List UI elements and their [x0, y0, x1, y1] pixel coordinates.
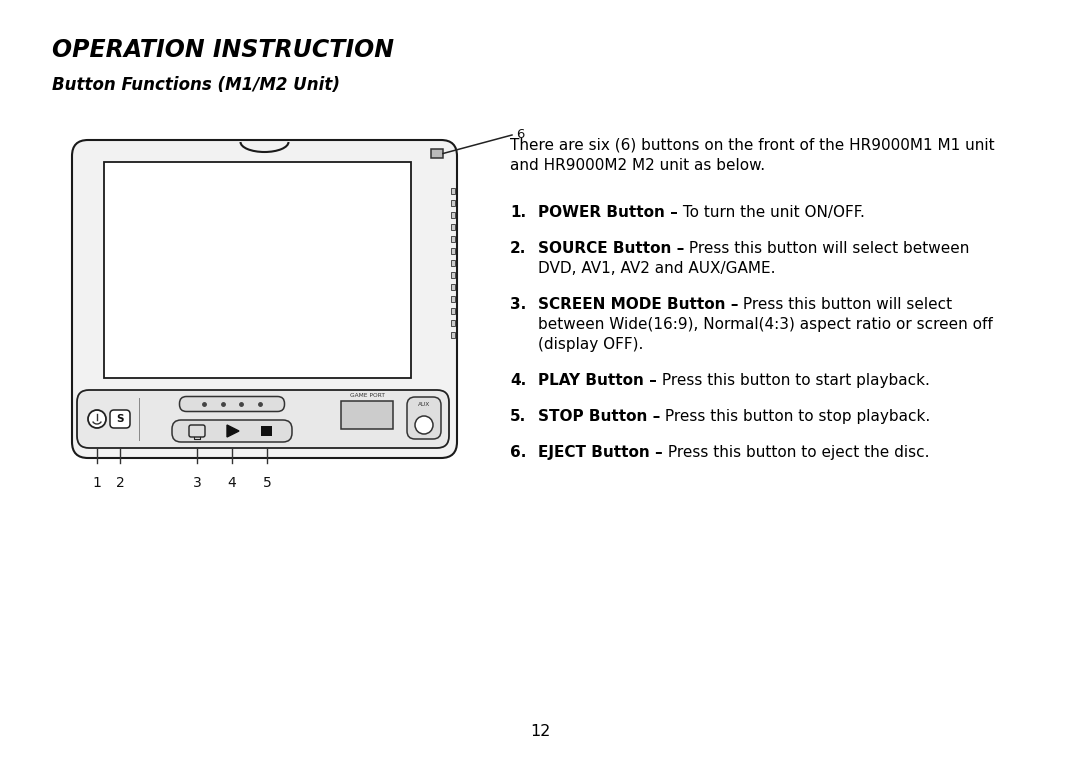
Text: 2: 2 [116, 476, 124, 490]
Text: 1: 1 [93, 476, 102, 490]
Bar [451, 320, 455, 326]
FancyBboxPatch shape [189, 425, 205, 437]
Text: OPERATION INSTRUCTION: OPERATION INSTRUCTION [52, 38, 394, 62]
Polygon shape [227, 425, 239, 437]
Text: (display OFF).: (display OFF). [538, 337, 644, 352]
Text: Button Functions (M1/M2 Unit): Button Functions (M1/M2 Unit) [52, 76, 340, 94]
FancyBboxPatch shape [172, 420, 292, 442]
FancyBboxPatch shape [77, 390, 449, 448]
Bar [451, 224, 455, 230]
Bar [261, 426, 272, 436]
Text: SOURCE Button –: SOURCE Button – [538, 241, 685, 256]
Text: and HR9000M2 M2 unit as below.: and HR9000M2 M2 unit as below. [510, 158, 765, 173]
Text: between Wide(16:9), Normal(4:3) aspect ratio or screen off: between Wide(16:9), Normal(4:3) aspect r… [538, 317, 993, 332]
Bar [451, 212, 455, 218]
Text: To turn the unit ON/OFF.: To turn the unit ON/OFF. [678, 205, 865, 220]
Text: EJECT Button –: EJECT Button – [538, 445, 663, 460]
Text: 12: 12 [530, 724, 550, 740]
Circle shape [87, 410, 106, 428]
Text: There are six (6) buttons on the front of the HR9000M1 M1 unit: There are six (6) buttons on the front o… [510, 138, 995, 153]
Bar [451, 332, 455, 338]
Text: 5.: 5. [510, 409, 526, 424]
Text: DVD, AV1, AV2 and AUX/GAME.: DVD, AV1, AV2 and AUX/GAME. [538, 261, 775, 276]
Text: SCREEN MODE Button –: SCREEN MODE Button – [538, 297, 739, 312]
Bar [451, 272, 455, 278]
Text: AUX: AUX [418, 402, 430, 406]
Text: 2.: 2. [510, 241, 526, 256]
Bar [451, 188, 455, 194]
Text: Press this button will select: Press this button will select [739, 297, 953, 312]
Text: POWER Button –: POWER Button – [538, 205, 678, 220]
Bar [451, 248, 455, 254]
Text: GAME PORT: GAME PORT [350, 393, 384, 398]
Text: 3: 3 [192, 476, 201, 490]
Text: S: S [117, 414, 124, 424]
Text: 4.: 4. [510, 373, 526, 388]
Bar [451, 284, 455, 290]
Text: 3.: 3. [510, 297, 526, 312]
Bar [451, 200, 455, 206]
Bar [341, 401, 393, 429]
FancyBboxPatch shape [407, 397, 441, 439]
Circle shape [415, 416, 433, 434]
Text: 1.: 1. [510, 205, 526, 220]
Text: STOP Button –: STOP Button – [538, 409, 660, 424]
Bar [104, 162, 411, 378]
FancyBboxPatch shape [72, 140, 457, 458]
Bar [451, 308, 455, 314]
Text: 4: 4 [228, 476, 237, 490]
Text: Press this button to stop playback.: Press this button to stop playback. [660, 409, 931, 424]
Bar [451, 236, 455, 242]
Text: 5: 5 [262, 476, 271, 490]
Bar [451, 260, 455, 266]
Text: 6.: 6. [510, 445, 526, 460]
Text: PLAY Button –: PLAY Button – [538, 373, 657, 388]
Bar [451, 296, 455, 302]
Bar [431, 149, 443, 158]
Text: Press this button will select between: Press this button will select between [685, 241, 970, 256]
Text: Press this button to eject the disc.: Press this button to eject the disc. [663, 445, 929, 460]
Text: 6: 6 [516, 129, 525, 142]
Text: Press this button to start playback.: Press this button to start playback. [657, 373, 930, 388]
FancyBboxPatch shape [179, 396, 284, 412]
FancyBboxPatch shape [110, 410, 130, 428]
